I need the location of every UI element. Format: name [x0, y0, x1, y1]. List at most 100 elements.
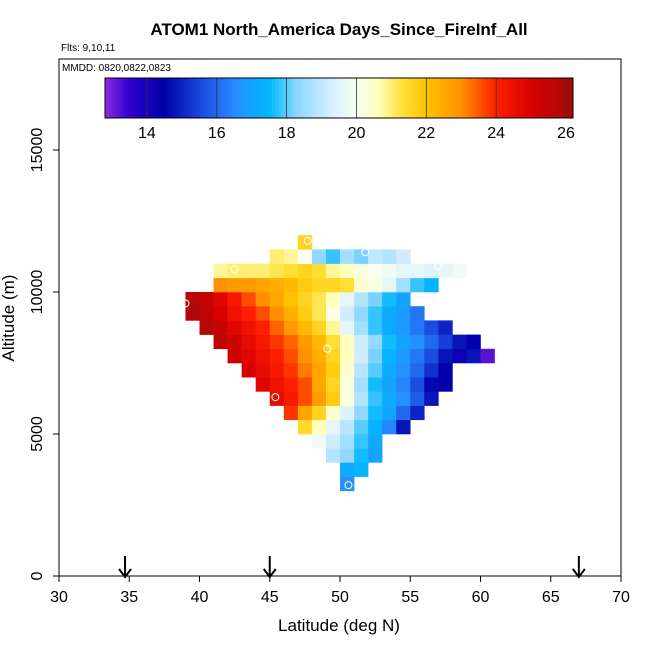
colorbar-segment — [516, 78, 520, 118]
colorbar-segment — [195, 78, 199, 118]
heatmap-cell — [283, 249, 299, 264]
heatmap-cell — [283, 348, 299, 364]
heatmap-cell — [354, 263, 369, 279]
colorbar-segment — [405, 78, 410, 118]
x-tick-label: 30 — [50, 589, 68, 606]
colorbar-segment — [422, 78, 427, 118]
colorbar-segment — [542, 78, 547, 118]
heatmap-cell — [340, 306, 355, 321]
colorbar-segment — [201, 78, 206, 118]
heatmap-cell — [382, 363, 397, 378]
heatmap-cell — [325, 292, 341, 307]
heatmap-cell — [255, 320, 271, 335]
heatmap-cell — [410, 363, 425, 378]
colorbar-segment — [228, 78, 233, 118]
heatmap-cell — [382, 292, 397, 307]
heatmap-cell — [410, 405, 425, 421]
sample-marker — [181, 299, 190, 308]
heatmap-cell — [354, 462, 369, 477]
flights-note: Flts: 9,10,11 — [61, 43, 116, 54]
heatmap-cell — [466, 334, 481, 350]
heatmap-cell — [199, 306, 214, 321]
heatmap-cell — [424, 263, 439, 279]
heatmap-cell — [396, 348, 411, 364]
sample-marker — [434, 262, 443, 271]
heatmap-cell — [297, 348, 313, 364]
colorbar-segment — [125, 78, 129, 118]
heatmap-cell — [396, 306, 411, 321]
heatmap-cell — [396, 320, 411, 335]
heatmap-cell — [424, 277, 439, 293]
x-tick-label: 70 — [612, 589, 630, 606]
colorbar-segment — [218, 78, 223, 118]
colorbar-segment — [452, 78, 457, 118]
x-axis: 30 35 40 45 50 55 60 65 70 — [50, 576, 630, 606]
heatmap-cell — [297, 263, 313, 279]
colorbar-segment — [456, 78, 460, 118]
heatmap-cell — [368, 348, 383, 364]
heatmap-cell — [269, 277, 285, 293]
colorbar-segment — [375, 78, 380, 118]
heatmap-cell — [438, 263, 453, 279]
heatmap-cell — [283, 263, 299, 279]
heatmap-cell — [311, 391, 327, 406]
colorbar-tick-label: 24 — [487, 125, 505, 142]
colorbar-segment — [185, 78, 189, 118]
heatmap-cell — [382, 334, 397, 350]
colorbar-segment — [365, 78, 370, 118]
heatmap-cell — [382, 419, 397, 435]
heatmap-cell — [354, 306, 369, 321]
heatmap-cell — [241, 348, 256, 364]
colorbar-segment — [539, 78, 544, 118]
heatmap-cell — [340, 391, 355, 406]
sample-marker — [230, 265, 239, 274]
sample-marker — [323, 344, 332, 353]
heatmap-cell — [396, 334, 411, 350]
colorbar-segment — [155, 78, 159, 118]
heatmap-cell — [396, 263, 411, 279]
colorbar-segment — [435, 78, 440, 118]
heatmap-cell — [368, 263, 383, 279]
sample-markers — [181, 236, 530, 490]
heatmap-cell — [311, 320, 327, 335]
colorbar-tick-label: 22 — [417, 125, 435, 142]
colorbar-segment — [158, 78, 163, 118]
heatmap-cell — [297, 405, 313, 421]
colorbar-tick-label: 16 — [208, 125, 226, 142]
colorbar-segment — [536, 78, 540, 118]
heatmap-cell — [368, 377, 383, 392]
colorbar-segment — [569, 78, 574, 118]
colorbar-segment — [298, 78, 303, 118]
heatmap-cell — [255, 334, 271, 350]
heatmap-cell — [325, 334, 341, 350]
colorbar-segment — [415, 78, 420, 118]
colorbar-segment — [432, 78, 437, 118]
heatmap-cell — [325, 277, 341, 293]
colorbar-segment — [242, 78, 246, 118]
colorbar-segment — [181, 78, 186, 118]
colorbar-segment — [268, 78, 273, 118]
heatmap-cell — [227, 306, 242, 321]
heatmap-cell — [382, 249, 397, 264]
colorbar-segment — [248, 78, 253, 118]
colorbar-segment — [131, 78, 136, 118]
heatmap-cell — [297, 292, 313, 307]
heatmap-cell — [368, 306, 383, 321]
heatmap-cell — [311, 348, 327, 364]
heatmap-cell — [438, 377, 453, 392]
y-tick-label: 5000 — [29, 416, 46, 452]
heatmap-cell — [368, 448, 383, 463]
heatmap-cell — [340, 434, 355, 449]
heatmap-cell — [213, 334, 228, 350]
colorbar-segment — [295, 78, 300, 118]
colorbar-segment — [161, 78, 166, 118]
colorbar-segment — [315, 78, 320, 118]
colorbar-segment — [288, 78, 293, 118]
heatmap-cell — [424, 334, 439, 350]
colorbar-segment — [552, 78, 557, 118]
colorbar-segment — [419, 78, 423, 118]
colorbar-segment — [522, 78, 527, 118]
colorbar-segment — [412, 78, 417, 118]
heatmap-cell — [368, 249, 383, 264]
heatmap-cell — [480, 348, 495, 364]
